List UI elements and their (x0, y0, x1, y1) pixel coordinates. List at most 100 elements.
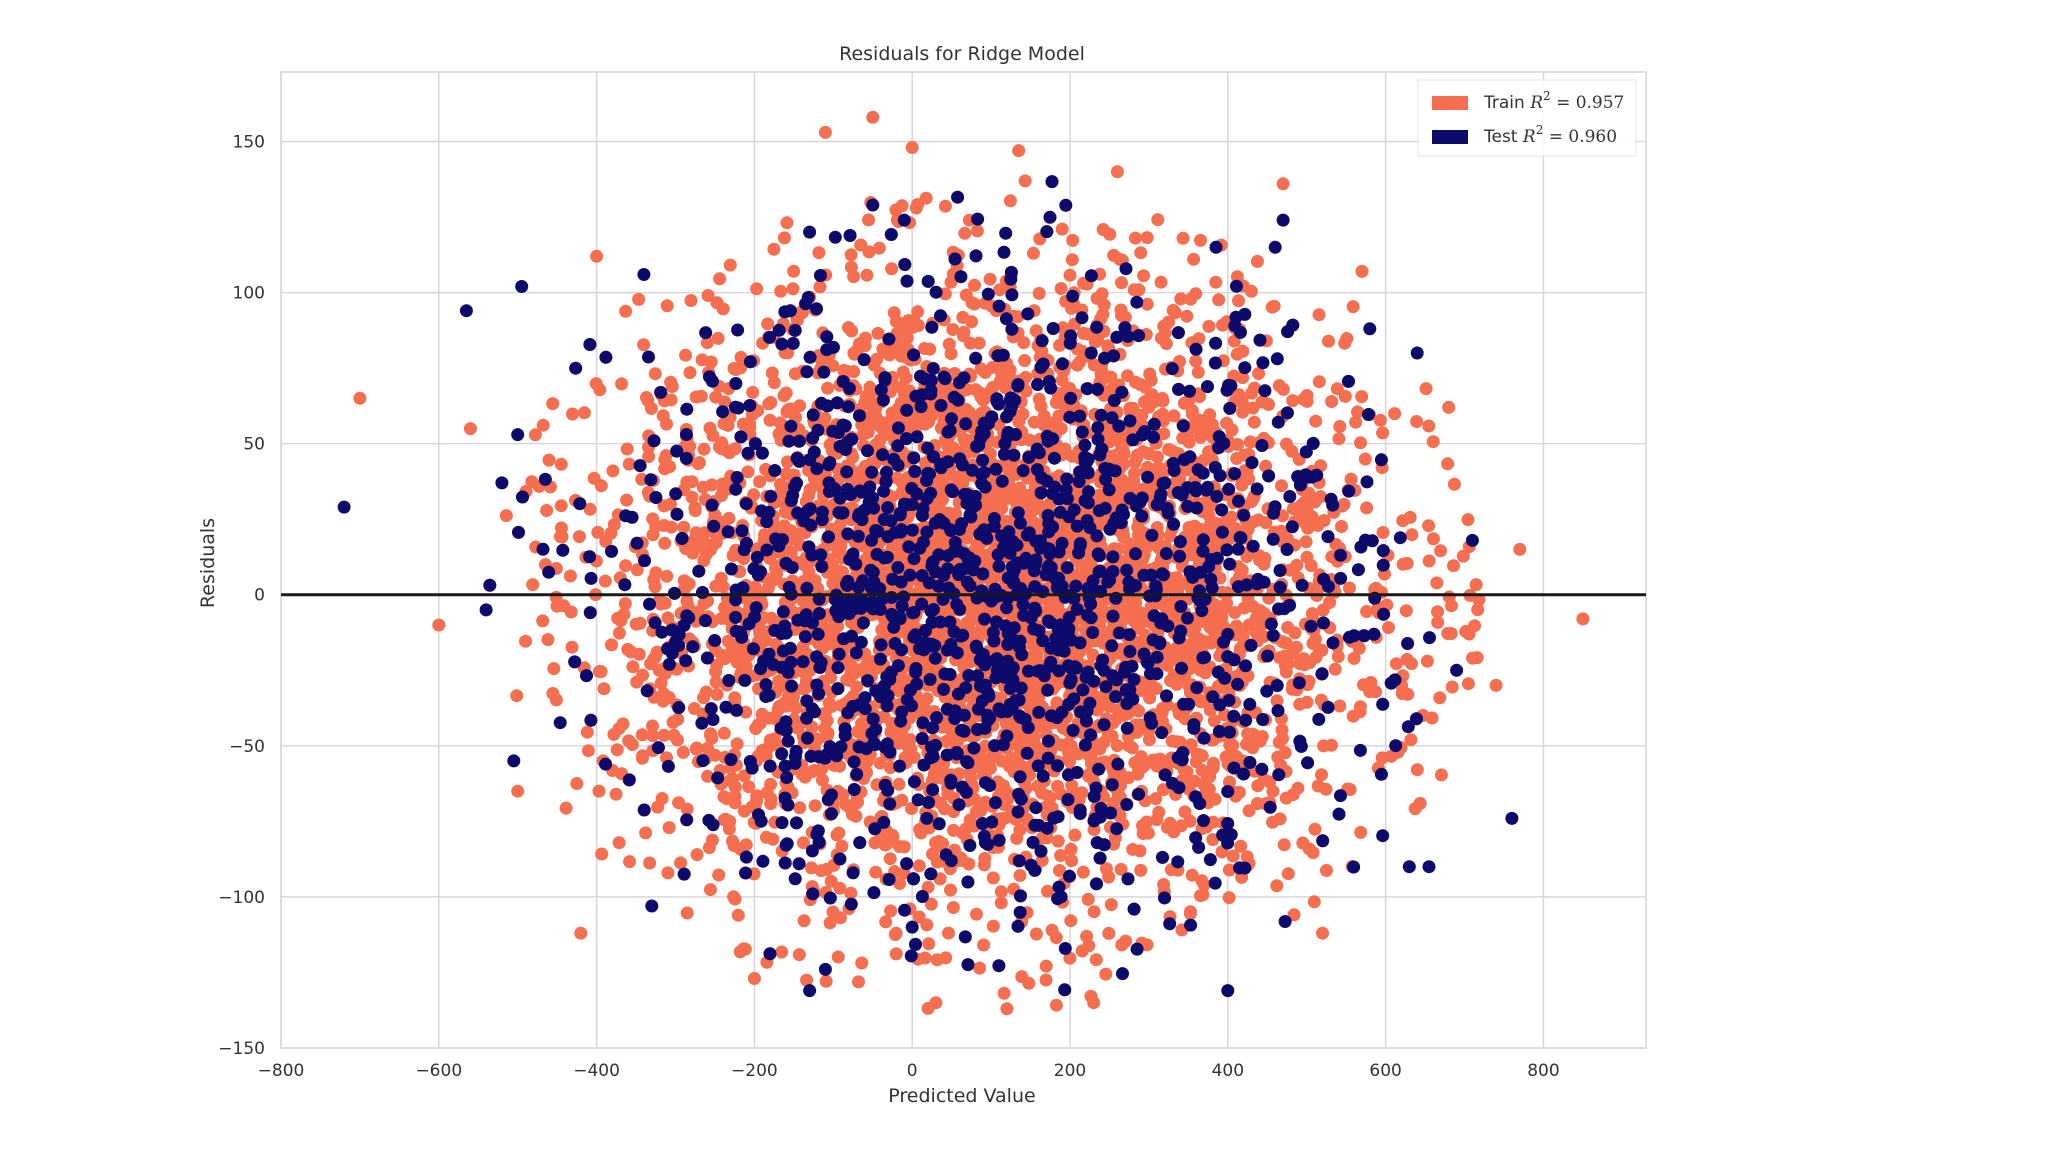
train-point (1307, 895, 1321, 909)
train-point (499, 509, 513, 523)
train-point (1184, 292, 1198, 306)
train-point (1281, 657, 1295, 671)
train-point (1312, 375, 1326, 389)
train-point (859, 756, 873, 769)
train-point (1376, 526, 1390, 539)
train-point (833, 911, 847, 925)
train-point (710, 296, 724, 310)
train-point (614, 614, 628, 628)
train-point (824, 874, 838, 888)
train-point (1291, 781, 1305, 795)
train-point (572, 530, 586, 544)
train-point (595, 847, 609, 861)
train-point (646, 719, 659, 733)
train-point (860, 766, 873, 779)
train-point (1286, 394, 1300, 408)
train-point (1202, 319, 1216, 333)
train-point (564, 605, 578, 619)
train-point (1056, 321, 1070, 335)
train-point (1066, 233, 1080, 247)
train-point (761, 317, 775, 331)
train-point (879, 915, 893, 929)
train-point (1065, 253, 1079, 267)
train-point (726, 549, 740, 562)
train-point (1246, 600, 1260, 614)
train-point (592, 784, 606, 798)
train-point (767, 242, 781, 256)
train-point (672, 796, 686, 810)
train-point (1150, 450, 1164, 464)
train-point (1469, 578, 1483, 592)
train-point (1064, 842, 1078, 856)
train-point (710, 687, 724, 701)
train-point (1426, 435, 1440, 449)
train-point (803, 664, 817, 677)
train-point (883, 852, 897, 866)
train-point (1041, 884, 1054, 898)
train-point (958, 226, 972, 240)
train-point (1180, 463, 1194, 477)
train-point (1180, 309, 1194, 323)
train-point (1270, 694, 1284, 708)
train-point (701, 769, 715, 783)
train-point (821, 381, 834, 395)
train-point (640, 391, 653, 404)
train-point (629, 617, 643, 631)
train-point (897, 840, 911, 854)
train-point (1430, 576, 1444, 590)
train-point (1110, 712, 1124, 726)
train-point (986, 919, 1000, 933)
train-point (1466, 651, 1479, 665)
train-point (728, 780, 742, 794)
train-point (1167, 409, 1181, 423)
train-point (1070, 358, 1084, 372)
train-point (986, 360, 1000, 374)
train-point (1130, 451, 1144, 465)
train-point (926, 847, 939, 861)
train-point (1195, 874, 1209, 888)
train-point (607, 727, 621, 741)
train-point (914, 826, 928, 840)
train-point (709, 665, 723, 678)
train-point (661, 866, 675, 880)
train-point (1135, 761, 1149, 775)
train-point (1017, 336, 1031, 350)
train-point (948, 470, 962, 484)
train-point (549, 590, 563, 604)
train-point (815, 762, 829, 776)
train-point (1331, 650, 1345, 663)
train-point (1278, 746, 1292, 760)
train-point (1405, 657, 1418, 671)
train-point (1275, 479, 1288, 493)
train-point (831, 950, 845, 964)
train-point (1471, 603, 1485, 617)
train-point (1241, 727, 1255, 741)
train-point (1222, 863, 1236, 877)
train-point (1121, 369, 1134, 383)
train-point (1081, 327, 1095, 341)
train-point (797, 836, 810, 850)
train-point (994, 896, 1008, 910)
train-point (889, 947, 903, 961)
train-point (605, 638, 618, 652)
train-point (1325, 395, 1339, 408)
train-point (1198, 666, 1212, 680)
train-point (542, 453, 556, 467)
train-point (821, 726, 835, 740)
train-point (654, 676, 668, 690)
train-point (541, 633, 555, 647)
train-point (1146, 753, 1160, 767)
train-point (739, 838, 753, 852)
train-point (1240, 737, 1253, 751)
train-point (764, 777, 778, 791)
train-point (844, 260, 858, 274)
train-point (536, 614, 550, 628)
train-point (1174, 819, 1188, 833)
train-point (956, 310, 970, 324)
train-point (1039, 973, 1053, 987)
train-point (1140, 297, 1154, 311)
train-point (1270, 879, 1284, 893)
train-point (1021, 734, 1035, 748)
train-point (1431, 605, 1444, 619)
